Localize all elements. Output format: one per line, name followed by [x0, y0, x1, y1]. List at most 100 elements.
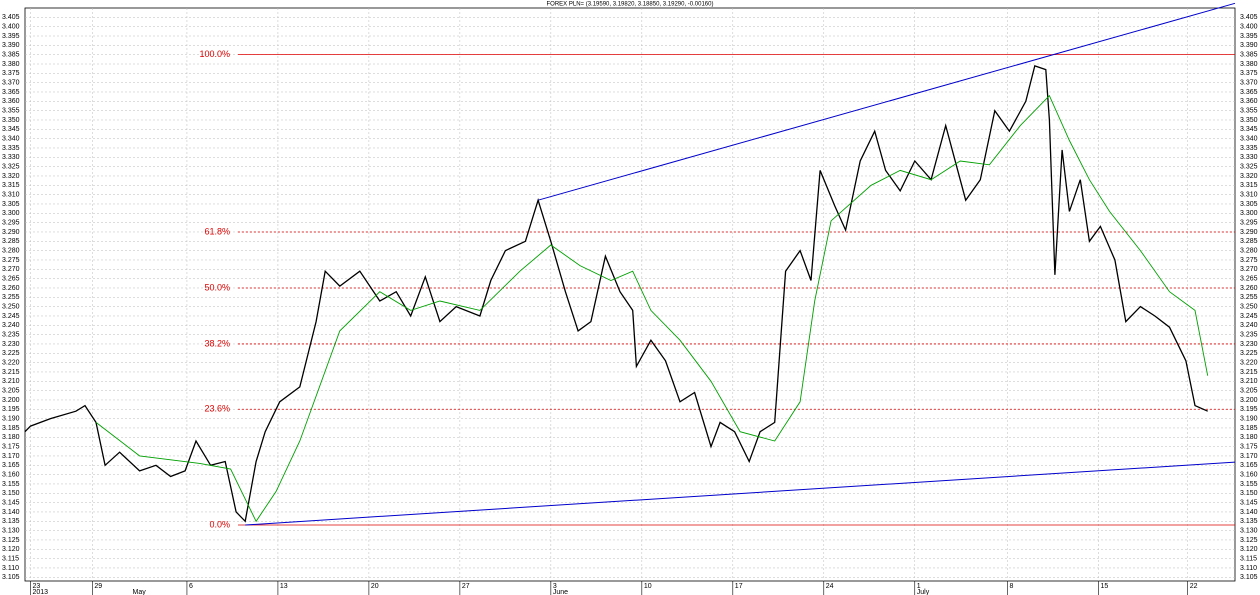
x-group-label: 2013	[32, 589, 48, 595]
y-tick-label: 3.155	[2, 481, 20, 488]
y-tick-label: 3.170	[2, 453, 20, 460]
y-tick-label: 3.385	[2, 52, 20, 59]
x-tick-label: 22	[1190, 583, 1198, 590]
y-tick-label: 3.365	[2, 89, 20, 96]
x-group-label: July	[917, 589, 930, 595]
y-tick-label-right: 3.350	[1240, 117, 1258, 124]
y-tick-label: 3.255	[2, 294, 20, 301]
y-tick-label-right: 3.195	[1240, 406, 1258, 413]
x-tick-label: 8	[1010, 583, 1014, 590]
x-tick-label: 10	[644, 583, 652, 590]
y-tick-label: 3.110	[2, 565, 19, 572]
y-tick-label-right: 3.340	[1240, 135, 1258, 142]
chart-title: FOREX PLN= (3.19590, 3.19820, 3.18850, 3…	[547, 2, 714, 8]
x-tick-label: 17	[735, 583, 743, 590]
y-tick-label: 3.395	[2, 33, 20, 40]
y-tick-label: 3.215	[2, 369, 20, 376]
y-tick-label-right: 3.310	[1240, 191, 1258, 198]
y-tick-label-right: 3.115	[1240, 555, 1257, 562]
y-tick-label-right: 3.130	[1240, 527, 1258, 534]
y-tick-label: 3.290	[2, 229, 20, 236]
x-tick-label: 29	[94, 583, 102, 590]
y-tick-label: 3.120	[2, 546, 20, 553]
y-tick-label: 3.265	[2, 275, 20, 282]
y-tick-label-right: 3.150	[1240, 490, 1258, 497]
x-group-label: May	[133, 589, 147, 595]
plot-frame	[24, 7, 1236, 582]
y-tick-label-right: 3.205	[1240, 387, 1258, 394]
y-tick-label: 3.130	[2, 527, 20, 534]
y-tick-label: 3.225	[2, 350, 20, 357]
y-tick-label-right: 3.155	[1240, 481, 1258, 488]
y-tick-label-right: 3.260	[1240, 285, 1258, 292]
y-tick-label-right: 3.295	[1240, 219, 1258, 226]
x-tick-label: 6	[189, 583, 193, 590]
y-tick-label: 3.275	[2, 257, 20, 264]
y-tick-label: 3.340	[2, 135, 20, 142]
y-tick-label-right: 3.180	[1240, 434, 1258, 441]
y-tick-label-right: 3.385	[1240, 52, 1258, 59]
y-tick-label-right: 3.135	[1240, 518, 1258, 525]
y-tick-label: 3.180	[2, 434, 20, 441]
y-tick-label-right: 3.270	[1240, 266, 1258, 273]
fib-label: 38.2%	[204, 338, 230, 348]
y-tick-label: 3.115	[2, 555, 19, 562]
y-tick-label-right: 3.105	[1240, 574, 1258, 581]
y-tick-label: 3.190	[2, 415, 20, 422]
y-tick-label: 3.210	[2, 378, 20, 385]
y-tick-label-right: 3.190	[1240, 415, 1258, 422]
y-tick-label-right: 3.280	[1240, 247, 1258, 254]
y-tick-label-right: 3.160	[1240, 471, 1258, 478]
x-group-label: June	[553, 589, 568, 595]
y-tick-label-right: 3.220	[1240, 359, 1258, 366]
y-tick-label-right: 3.170	[1240, 453, 1258, 460]
y-tick-label-right: 3.370	[1240, 80, 1258, 87]
y-tick-label: 3.355	[2, 107, 20, 114]
y-tick-label: 3.380	[2, 61, 20, 68]
y-tick-label-right: 3.365	[1240, 89, 1258, 96]
y-tick-label: 3.350	[2, 117, 20, 124]
y-tick-label: 3.330	[2, 154, 20, 161]
y-tick-label-right: 3.330	[1240, 154, 1258, 161]
y-tick-label: 3.145	[2, 499, 20, 506]
y-tick-label-right: 3.245	[1240, 313, 1258, 320]
y-tick-label: 3.125	[2, 537, 20, 544]
y-tick-label: 3.285	[2, 238, 20, 245]
y-tick-label: 3.230	[2, 341, 20, 348]
y-tick-label-right: 3.395	[1240, 33, 1258, 40]
y-tick-label: 3.260	[2, 285, 20, 292]
y-tick-label-right: 3.320	[1240, 173, 1258, 180]
y-tick-label: 3.150	[2, 490, 20, 497]
y-tick-label-right: 3.250	[1240, 303, 1258, 310]
y-tick-label: 3.400	[2, 24, 20, 31]
y-tick-label-right: 3.145	[1240, 499, 1258, 506]
x-tick-label: 3	[553, 583, 557, 590]
y-tick-label: 3.360	[2, 98, 20, 105]
y-tick-label: 3.315	[2, 182, 20, 189]
x-tick-label: 27	[462, 583, 470, 590]
y-tick-label: 3.405	[2, 14, 20, 21]
x-tick-label: 15	[1101, 583, 1109, 590]
fib-label: 100.0%	[199, 49, 230, 59]
fib-label: 0.0%	[209, 519, 230, 529]
y-tick-label-right: 3.300	[1240, 210, 1258, 217]
y-tick-label: 3.270	[2, 266, 20, 273]
y-tick-label: 3.295	[2, 219, 20, 226]
x-tick-label: 24	[826, 583, 834, 590]
y-tick-label-right: 3.390	[1240, 42, 1258, 49]
y-tick-label: 3.235	[2, 331, 20, 338]
y-tick-label-right: 3.355	[1240, 107, 1258, 114]
y-tick-label-right: 3.400	[1240, 24, 1258, 31]
y-tick-label-right: 3.230	[1240, 341, 1258, 348]
y-tick-label-right: 3.140	[1240, 509, 1258, 516]
y-tick-label: 3.280	[2, 247, 20, 254]
y-tick-label-right: 3.305	[1240, 201, 1258, 208]
y-tick-label-right: 3.210	[1240, 378, 1258, 385]
y-tick-label-right: 3.200	[1240, 397, 1258, 404]
y-tick-label-right: 3.375	[1240, 70, 1258, 77]
y-tick-label-right: 3.345	[1240, 126, 1258, 133]
y-tick-label: 3.105	[2, 574, 20, 581]
y-tick-label-right: 3.275	[1240, 257, 1258, 264]
